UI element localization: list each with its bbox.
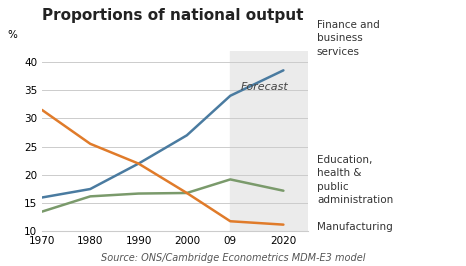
Bar xyxy=(230,51,356,231)
Text: Forecast: Forecast xyxy=(240,82,288,92)
Text: Finance and
business
services: Finance and business services xyxy=(317,20,380,57)
Text: Proportions of national output: Proportions of national output xyxy=(42,8,303,23)
Text: Manufacturing: Manufacturing xyxy=(317,222,393,232)
Text: Source: ONS/Cambridge Econometrics MDM-E3 model: Source: ONS/Cambridge Econometrics MDM-E… xyxy=(101,253,365,263)
Text: Education,
health &
public
administration: Education, health & public administratio… xyxy=(317,155,393,205)
Text: %: % xyxy=(7,30,17,40)
